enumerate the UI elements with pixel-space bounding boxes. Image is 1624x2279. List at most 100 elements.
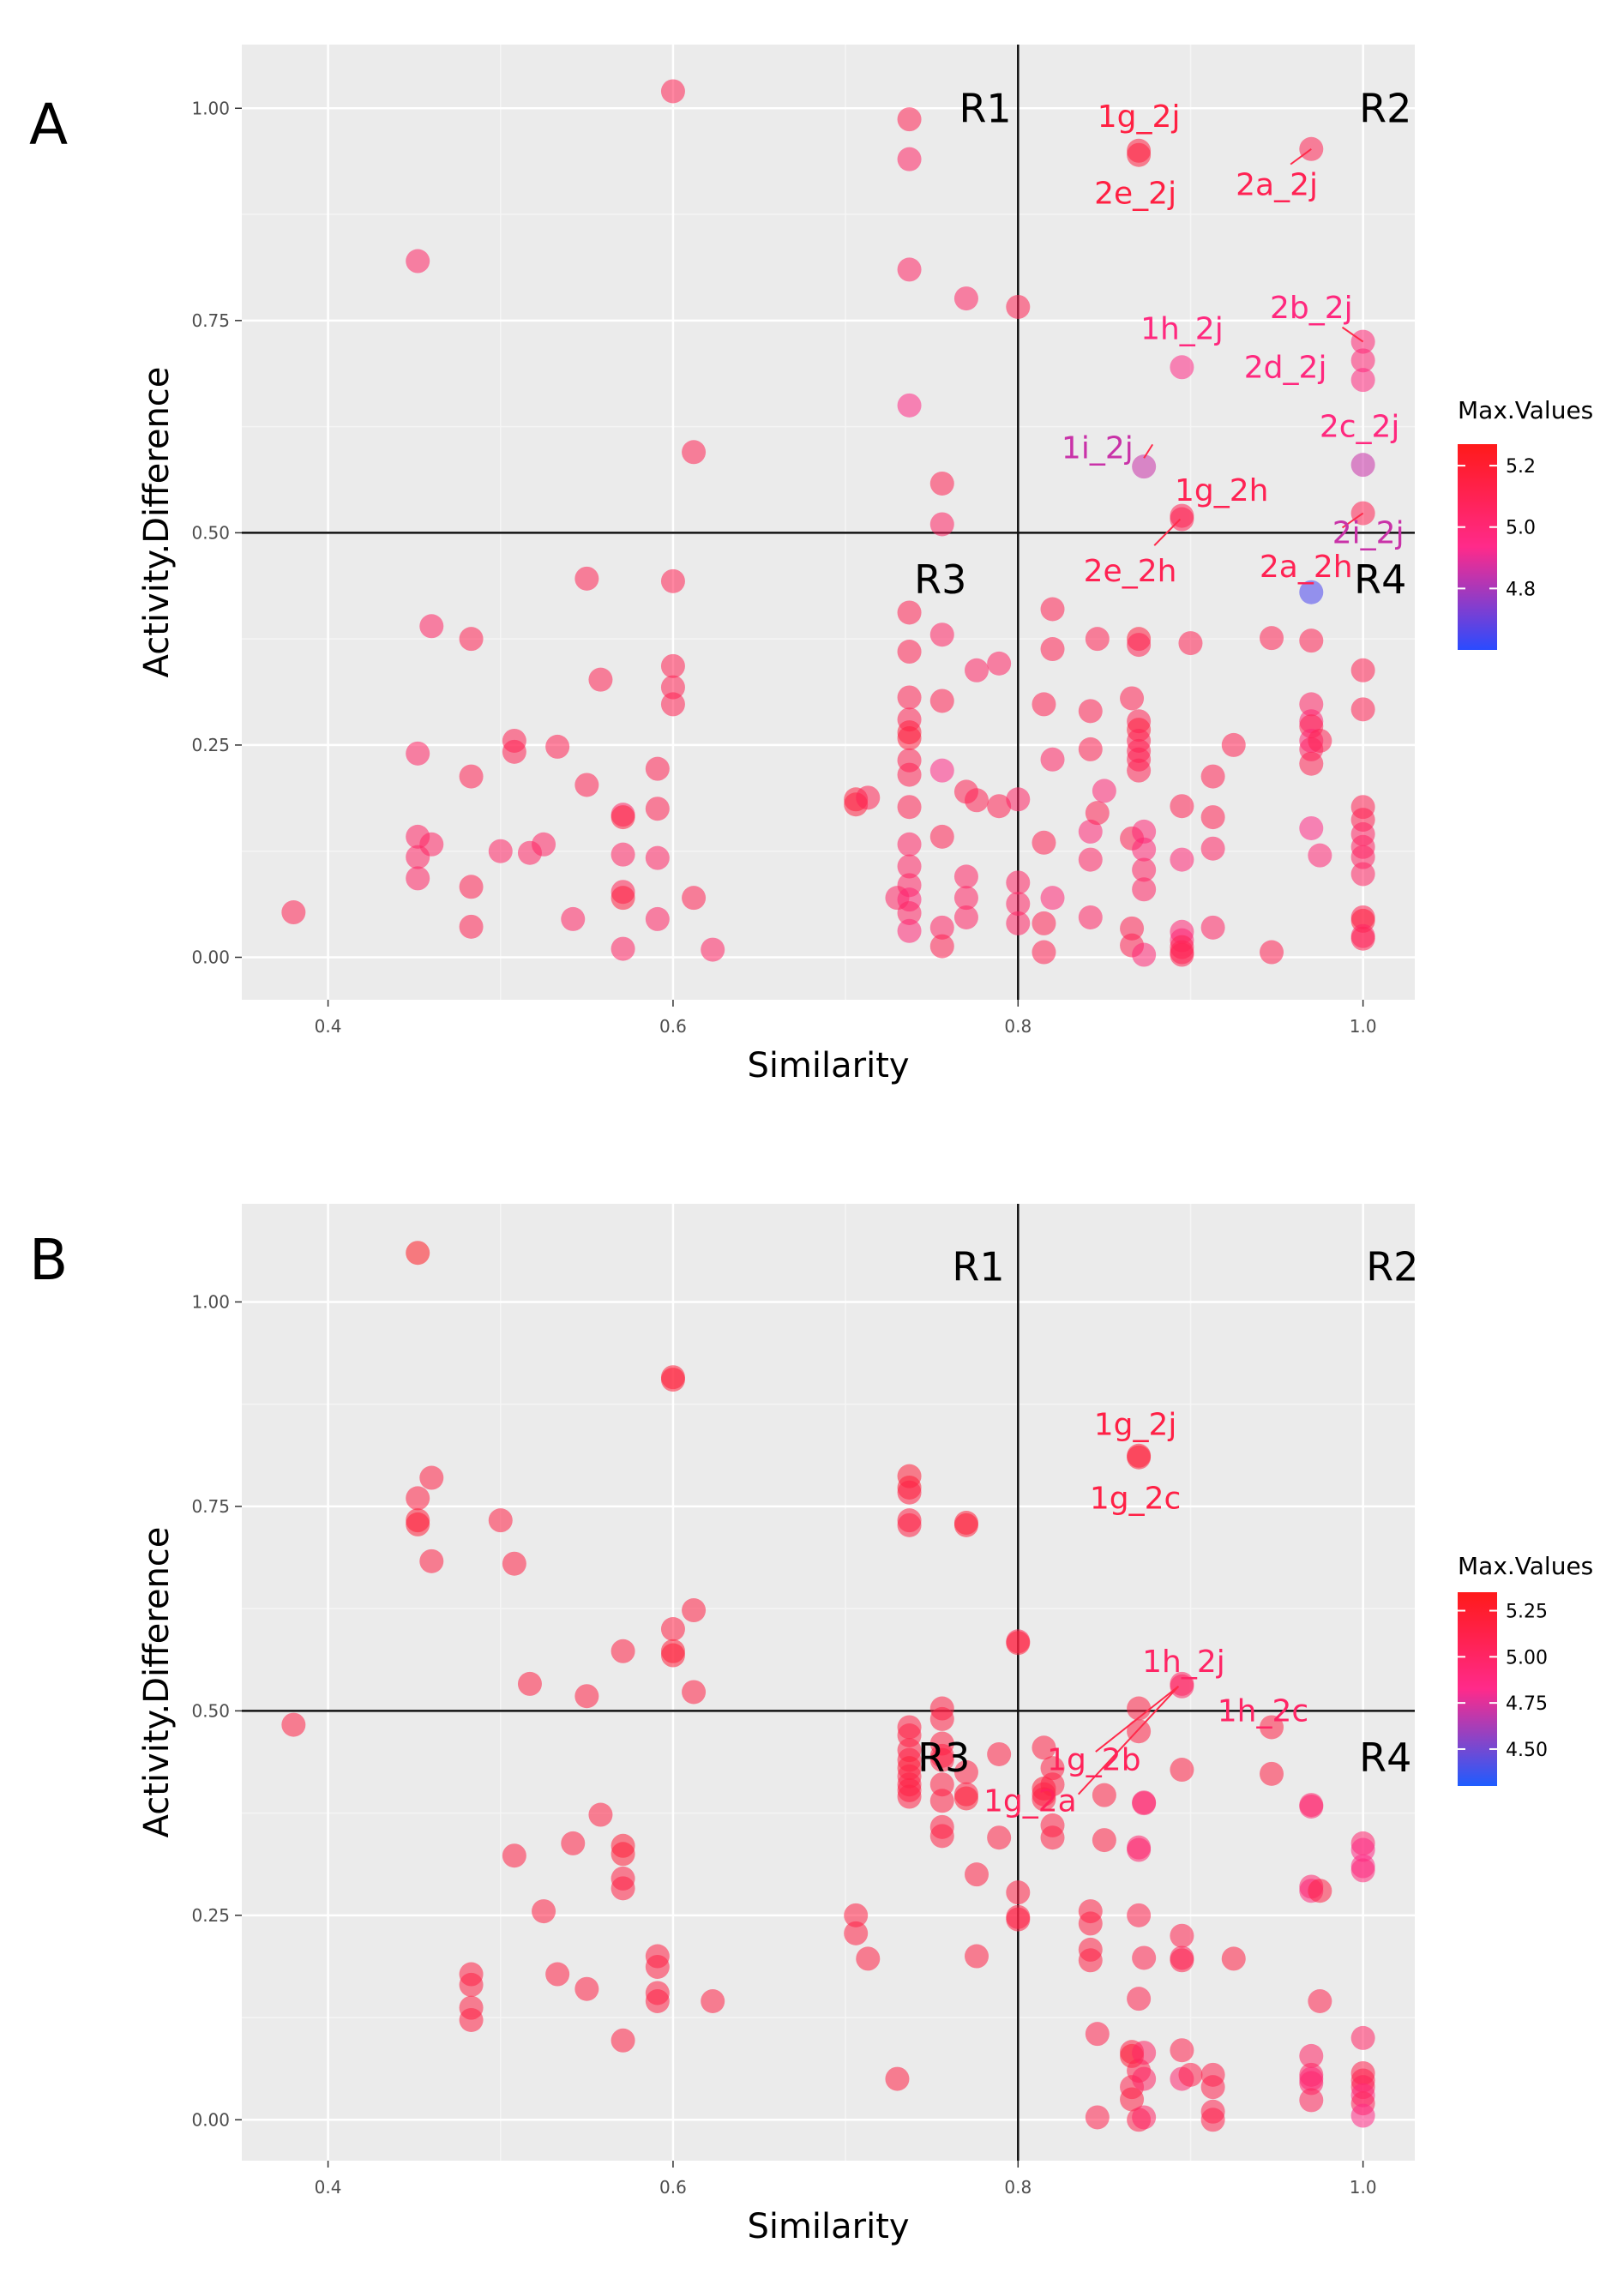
data-point <box>1170 1948 1194 1973</box>
data-point <box>281 900 306 925</box>
point-label: 2c_2j <box>1320 410 1400 445</box>
data-point <box>459 914 484 939</box>
panel-letter-a: A <box>29 92 68 158</box>
y-tick-label: 1.00 <box>191 1291 230 1312</box>
data-point <box>502 1843 526 1868</box>
data-point <box>856 1946 881 1971</box>
data-point <box>1085 801 1110 826</box>
legend-colorbar <box>1458 1592 1497 1786</box>
data-point <box>953 905 978 929</box>
data-point <box>1120 686 1145 711</box>
legend-tick-label: 4.50 <box>1506 1740 1548 1761</box>
legend-title: Max.Values <box>1458 1552 1593 1580</box>
data-point <box>1299 692 1324 717</box>
data-point <box>1078 1911 1103 1936</box>
data-point <box>502 739 526 764</box>
x-axis-title: Similarity <box>747 2207 909 2246</box>
point-label: 1g_2h <box>1175 473 1268 508</box>
data-point <box>953 1759 978 1784</box>
label-leader-line <box>1341 512 1364 529</box>
data-point <box>1178 631 1203 656</box>
data-point <box>1078 847 1103 872</box>
data-point <box>459 1972 484 1997</box>
data-point <box>1132 1945 1157 1970</box>
data-point <box>1085 627 1110 652</box>
data-point <box>406 1512 430 1536</box>
data-point <box>588 667 613 692</box>
data-point <box>611 936 635 961</box>
data-point <box>929 622 954 647</box>
data-point <box>1221 732 1246 757</box>
y-tick-label: 0.50 <box>191 1700 230 1721</box>
data-point <box>645 906 670 931</box>
data-point <box>517 1671 542 1696</box>
data-point <box>897 640 922 664</box>
data-point <box>660 568 685 593</box>
data-point <box>1170 2038 1194 2063</box>
data-point <box>1299 1794 1324 1819</box>
data-point <box>645 756 670 781</box>
data-point <box>929 1789 954 1813</box>
data-point <box>701 937 725 962</box>
data-point <box>488 1508 513 1533</box>
data-point <box>545 1962 570 1987</box>
y-tick-label: 0.50 <box>191 522 230 543</box>
data-point <box>488 839 513 863</box>
data-point <box>561 1831 586 1855</box>
data-point <box>645 1954 670 1979</box>
data-point <box>1200 915 1225 940</box>
data-point <box>1127 633 1152 658</box>
data-point <box>953 1512 978 1537</box>
data-point <box>987 651 1012 676</box>
data-point <box>1032 692 1056 717</box>
data-point <box>1350 926 1375 951</box>
data-point <box>1127 1445 1152 1470</box>
data-point <box>1350 368 1375 393</box>
data-point <box>459 627 484 652</box>
data-point <box>574 773 599 797</box>
point-label: 2i_2j <box>1332 515 1404 550</box>
label-leader-line <box>1153 518 1182 546</box>
x-tick-label: 0.8 <box>1004 2177 1032 2198</box>
x-tick-label: 0.6 <box>659 1016 687 1037</box>
point-label: 2e_2j <box>1094 176 1176 211</box>
y-tick-label: 0.00 <box>191 947 230 967</box>
region-label: R3 <box>917 1735 970 1781</box>
data-point <box>1132 1791 1157 1816</box>
data-point <box>897 147 922 171</box>
y-tick-label: 0.00 <box>191 2109 230 2130</box>
data-point <box>1006 1631 1031 1656</box>
region-label: R2 <box>1366 1243 1418 1290</box>
data-point <box>897 600 922 625</box>
legend-tick-label: 4.8 <box>1506 579 1536 600</box>
y-tick-label: 0.25 <box>191 735 230 755</box>
data-point <box>1040 1825 1065 1850</box>
data-point <box>682 1598 707 1623</box>
data-point <box>561 906 586 931</box>
data-point <box>419 1465 444 1490</box>
data-point <box>897 762 922 787</box>
data-point <box>1170 507 1194 532</box>
data-point <box>1006 892 1031 917</box>
data-point <box>1078 1948 1103 1973</box>
panel-b: B 0.4 0.6 0.8 1.0 0.00 0.25 0.50 0.75 1.00 1g_2j 1… <box>29 1204 1593 2246</box>
data-point <box>965 658 989 682</box>
data-point <box>281 1712 306 1737</box>
data-point <box>1006 1907 1031 1932</box>
legend-tick-label: 4.75 <box>1506 1693 1548 1715</box>
data-point <box>1127 758 1152 783</box>
legend-colorbar <box>1458 444 1497 650</box>
data-point <box>1127 1987 1152 2011</box>
data-point <box>1132 857 1157 882</box>
data-point <box>1350 845 1375 869</box>
point-label: 2e_2h <box>1084 554 1177 589</box>
data-point <box>897 1480 922 1505</box>
data-point <box>1170 1674 1194 1699</box>
data-point <box>897 854 922 879</box>
legend-tick-label: 5.00 <box>1506 1647 1548 1669</box>
region-label: R4 <box>1354 556 1406 603</box>
data-point <box>953 1786 978 1811</box>
y-tick-label: 1.00 <box>191 98 230 118</box>
data-point <box>1299 751 1324 776</box>
data-point <box>660 1643 685 1668</box>
